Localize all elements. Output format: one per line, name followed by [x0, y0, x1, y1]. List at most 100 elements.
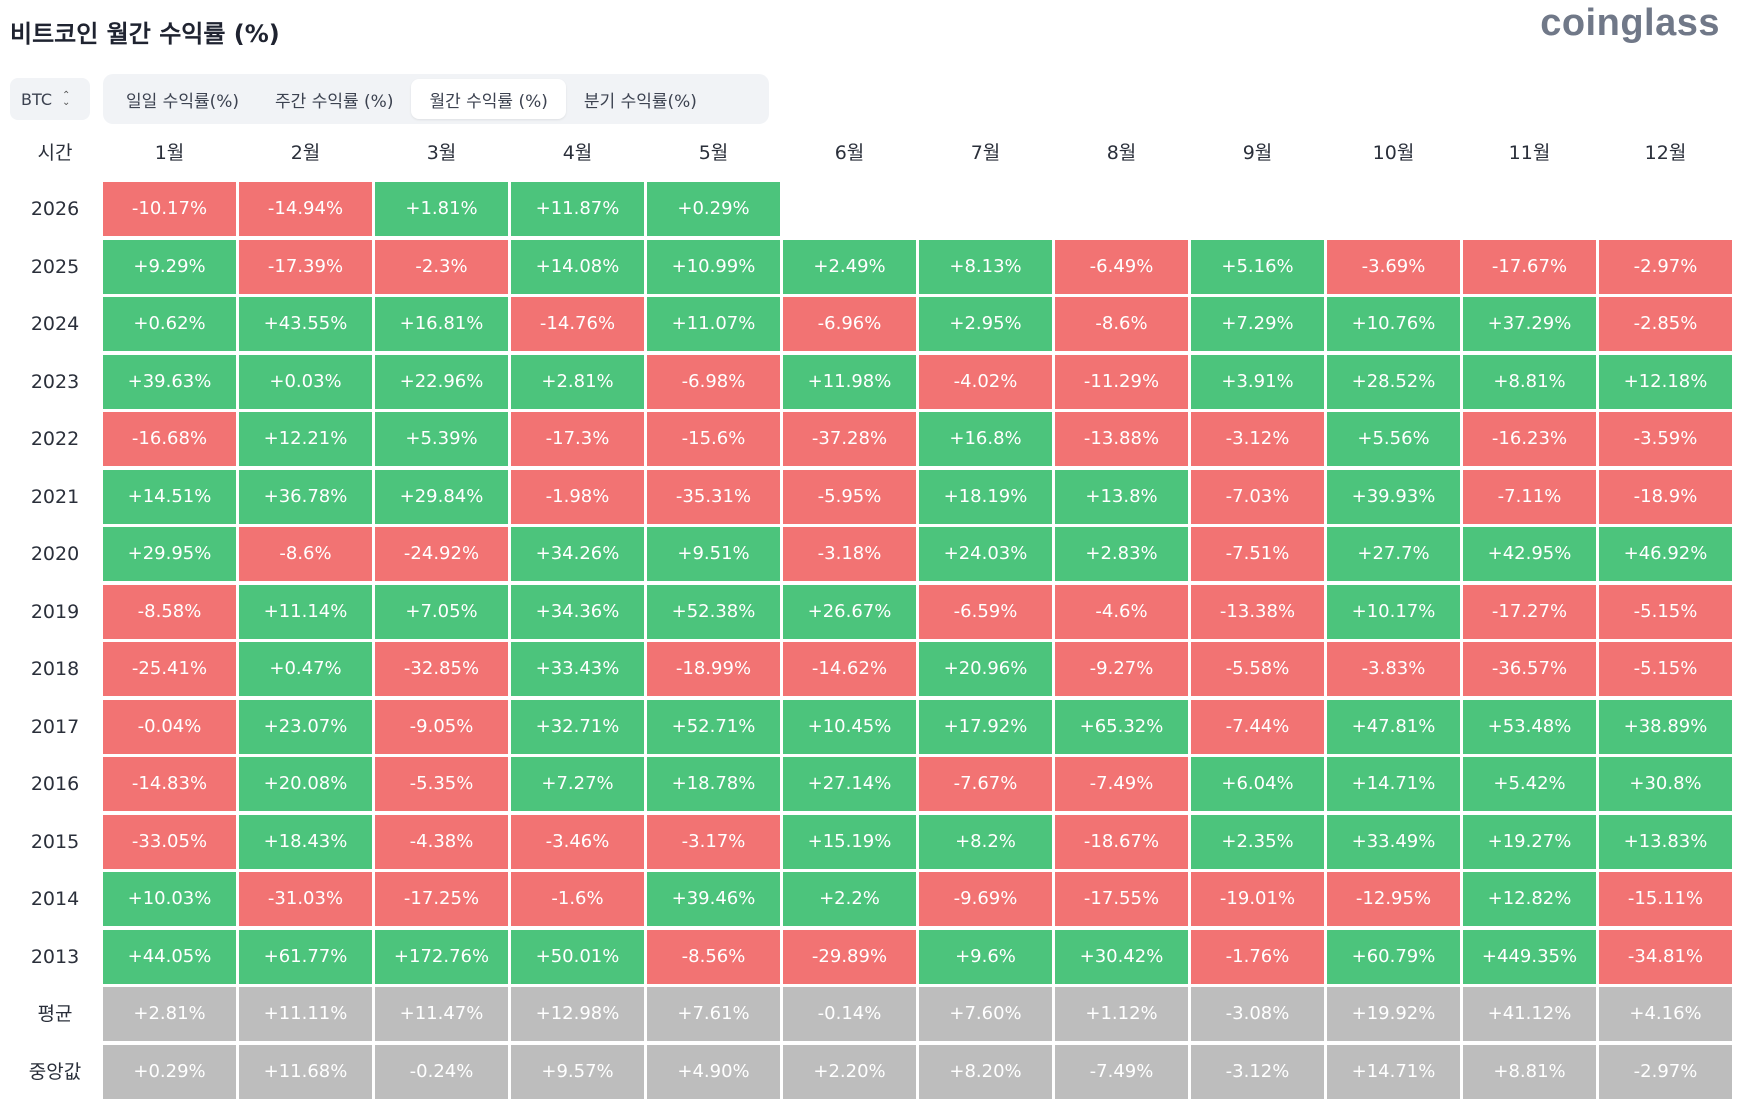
- return-cell: +60.79%: [1327, 929, 1460, 984]
- return-cell: +5.16%: [1191, 239, 1324, 294]
- return-cell: -17.25%: [375, 872, 508, 926]
- return-cell: -7.51%: [1191, 527, 1324, 581]
- return-cell: -15.6%: [647, 412, 780, 466]
- return-cell: -8.6%: [239, 527, 372, 581]
- return-cell: -11.29%: [1055, 354, 1188, 409]
- return-cell: +10.03%: [103, 872, 236, 926]
- return-cell: +53.48%: [1463, 699, 1596, 754]
- return-cell: -8.58%: [103, 584, 236, 639]
- summary-cell: +11.47%: [375, 987, 508, 1041]
- return-cell: +65.32%: [1055, 699, 1188, 754]
- return-cell: -6.98%: [647, 354, 780, 409]
- return-cell: -1.76%: [1191, 929, 1324, 984]
- return-cell: +12.21%: [239, 412, 372, 466]
- tab-monthly-return[interactable]: 월간 수익률 (%): [411, 79, 566, 119]
- return-cell: -5.15%: [1599, 584, 1732, 639]
- return-cell: -6.59%: [919, 584, 1052, 639]
- year-row-label: 2014: [30, 888, 80, 910]
- return-cell: +37.29%: [1463, 297, 1596, 351]
- return-cell: +27.14%: [783, 757, 916, 811]
- return-cell: -25.41%: [103, 642, 236, 696]
- summary-cell: +4.90%: [647, 1044, 780, 1099]
- return-cell: -17.55%: [1055, 872, 1188, 926]
- return-cell: +18.43%: [239, 814, 372, 869]
- month-header: 5월: [698, 142, 729, 164]
- return-cell: +13.83%: [1599, 814, 1732, 869]
- return-cell: -9.69%: [919, 872, 1052, 926]
- return-cell: -18.9%: [1599, 469, 1732, 524]
- summary-cell: +4.16%: [1599, 987, 1732, 1041]
- return-cell: +42.95%: [1463, 527, 1596, 581]
- return-cell: +30.8%: [1599, 757, 1732, 811]
- summary-cell: +1.12%: [1055, 987, 1188, 1041]
- return-cell: -5.15%: [1599, 642, 1732, 696]
- return-cell: -1.6%: [511, 872, 644, 926]
- return-cell: +34.26%: [511, 527, 644, 581]
- return-cell: +2.95%: [919, 297, 1052, 351]
- summary-cell: +41.12%: [1463, 987, 1596, 1041]
- return-cell: +2.81%: [511, 354, 644, 409]
- return-cell: +52.71%: [647, 699, 780, 754]
- return-cell: -24.92%: [375, 527, 508, 581]
- return-cell: -17.3%: [511, 412, 644, 466]
- month-header: 10월: [1372, 142, 1415, 164]
- tab-quarterly-return[interactable]: 분기 수익률(%): [583, 91, 697, 112]
- return-cell: +9.29%: [103, 239, 236, 294]
- tab-weekly-return[interactable]: 주간 수익률 (%): [275, 91, 394, 112]
- return-cell: -4.6%: [1055, 584, 1188, 639]
- return-cell: -33.05%: [103, 814, 236, 869]
- return-cell: -14.83%: [103, 757, 236, 811]
- return-cell: -14.76%: [511, 297, 644, 351]
- return-cell: -3.69%: [1327, 239, 1460, 294]
- asset-select[interactable]: BTC ⌃ ⌄: [10, 78, 90, 120]
- month-header: 2월: [290, 142, 321, 164]
- return-cell: -6.49%: [1055, 239, 1188, 294]
- return-cell: +7.27%: [511, 757, 644, 811]
- return-cell: +24.03%: [919, 527, 1052, 581]
- return-cell: +11.14%: [239, 584, 372, 639]
- return-cell: +20.96%: [919, 642, 1052, 696]
- return-cell: -16.23%: [1463, 412, 1596, 466]
- summary-cell: -0.14%: [783, 987, 916, 1041]
- return-cell: +34.36%: [511, 584, 644, 639]
- return-cell: -17.67%: [1463, 239, 1596, 294]
- return-cell: -3.12%: [1191, 412, 1324, 466]
- return-cell: -18.67%: [1055, 814, 1188, 869]
- summary-cell: -7.49%: [1055, 1044, 1188, 1099]
- year-row-label: 2025: [30, 255, 80, 278]
- tab-daily-return[interactable]: 일일 수익률(%): [126, 91, 240, 112]
- summary-cell: +8.20%: [919, 1044, 1052, 1099]
- summary-row-label: 평균: [37, 1003, 73, 1025]
- month-header: 4월: [562, 142, 593, 164]
- return-cell: -5.58%: [1191, 642, 1324, 696]
- return-cell: -18.99%: [647, 642, 780, 696]
- return-cell: -14.62%: [783, 642, 916, 696]
- return-cell: +9.6%: [919, 929, 1052, 984]
- return-cell: +9.51%: [647, 527, 780, 581]
- summary-cell: +2.81%: [103, 987, 236, 1041]
- return-cell: -4.38%: [375, 814, 508, 869]
- return-cell: +5.42%: [1463, 757, 1596, 811]
- brand-logo: coinglass: [1540, 2, 1720, 44]
- return-cell: +14.08%: [511, 239, 644, 294]
- return-cell: -8.6%: [1055, 297, 1188, 351]
- return-cell: +11.07%: [647, 297, 780, 351]
- return-cell: +23.07%: [239, 699, 372, 754]
- summary-cell: -2.97%: [1599, 1044, 1732, 1099]
- year-row-label: 2018: [30, 658, 80, 680]
- return-cell: +20.08%: [239, 757, 372, 811]
- return-cell: -13.88%: [1055, 412, 1188, 466]
- return-cell: +39.93%: [1327, 469, 1460, 524]
- return-cell: -34.81%: [1599, 929, 1732, 984]
- return-cell: +39.46%: [647, 872, 780, 926]
- return-cell: +10.99%: [647, 239, 780, 294]
- return-cell: -5.95%: [783, 469, 916, 524]
- return-cell: -9.05%: [375, 699, 508, 754]
- return-cell: -10.17%: [103, 182, 236, 236]
- year-row-label: 2024: [30, 313, 80, 335]
- year-row-label: 2022: [30, 428, 80, 450]
- return-cell: -3.83%: [1327, 642, 1460, 696]
- return-cell: -7.44%: [1191, 699, 1324, 754]
- summary-row-label: 중앙값: [28, 1060, 82, 1083]
- return-cell: +8.81%: [1463, 354, 1596, 409]
